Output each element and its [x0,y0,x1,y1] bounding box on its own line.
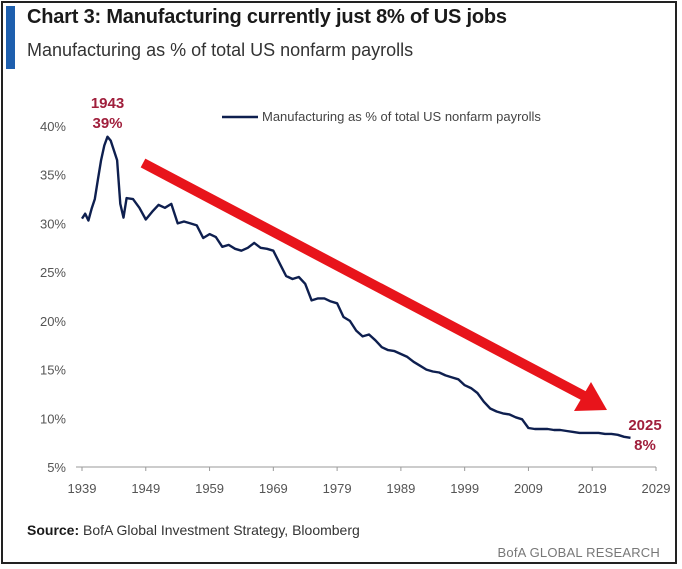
x-axis: 1939 1949 1959 1969 1979 1989 1999 2009 2019 2029 [68,467,671,496]
x-tick-label: 1999 [450,481,479,496]
trend-arrow-shaft [140,158,589,402]
trend-arrow-head [574,382,607,411]
chart-title: Chart 3: Manufacturing currently just 8%… [27,6,507,28]
annotation-peak-year: 1943 [91,95,124,112]
y-tick-label: 5% [47,460,66,475]
y-tick-label: 40% [40,119,66,134]
trend-arrow [140,158,607,411]
annotation-peak: 1943 39% [91,95,124,132]
y-axis: 5% 10% 15% 20% 25% 30% 35% 40% [40,119,66,475]
y-tick-label: 20% [40,314,66,329]
x-tick-label: 1979 [323,481,352,496]
y-tick-label: 35% [40,168,66,183]
x-tick-label: 1969 [259,481,288,496]
source-label: Source: [27,522,80,538]
series-line-manufacturing [80,135,631,439]
y-tick-label: 25% [40,265,66,280]
y-tick-label: 15% [40,363,66,378]
x-tick-label: 2029 [642,481,671,496]
x-tick-label: 2009 [514,481,543,496]
y-tick-label: 30% [40,216,66,231]
x-tick-label: 1939 [68,481,97,496]
legend-label: Manufacturing as % of total US nonfarm p… [262,109,541,124]
x-tick-label: 1989 [386,481,415,496]
annotation-peak-value: 39% [92,115,122,132]
source-note: Source: BofA Global Investment Strategy,… [27,522,360,538]
brand-label: BofA GLOBAL RESEARCH [497,545,660,560]
y-tick-label: 10% [40,411,66,426]
annotation-latest: 2025 8% [628,417,661,454]
title-accent-bar [6,6,15,69]
legend: Manufacturing as % of total US nonfarm p… [222,109,541,124]
annotation-latest-value: 8% [634,437,656,454]
annotation-latest-year: 2025 [628,417,661,434]
chart-subtitle: Manufacturing as % of total US nonfarm p… [27,40,414,60]
x-tick-label: 1949 [131,481,160,496]
x-tick-label: 2019 [578,481,607,496]
x-tick-label: 1959 [195,481,224,496]
source-text: BofA Global Investment Strategy, Bloombe… [83,522,360,538]
